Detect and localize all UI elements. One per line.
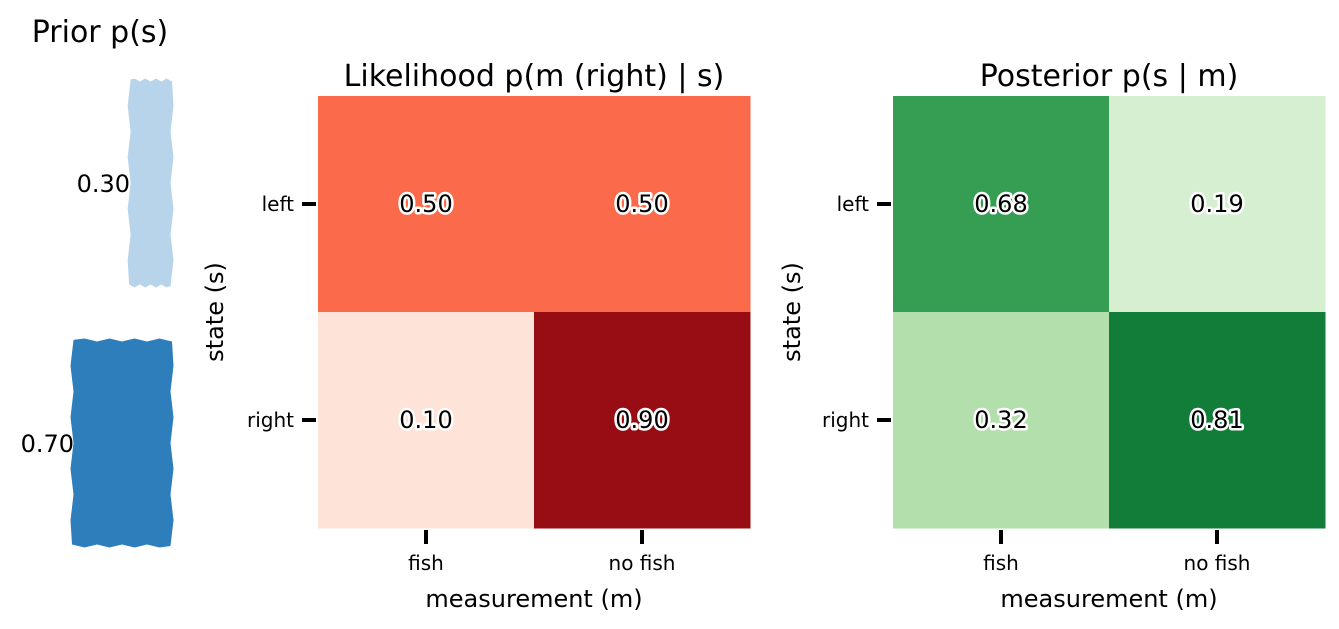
heatmap-cell bbox=[318, 312, 535, 529]
y-tick-label: right bbox=[247, 408, 294, 432]
prior-bars: 0.30 0.70 bbox=[21, 78, 174, 548]
prior-value-label: 0.70 bbox=[21, 430, 74, 458]
posterior-xlabel: measurement (m) bbox=[1000, 585, 1217, 613]
x-tick-label: fish bbox=[983, 551, 1019, 575]
posterior-title: Posterior p(s | m) bbox=[980, 59, 1239, 94]
likelihood-panel: Likelihood p(m (right) | s) 0.50 0.50 0.10… bbox=[201, 59, 751, 613]
cell-value-label: 0.10 bbox=[399, 406, 452, 434]
likelihood-ylabel: state (s) bbox=[201, 262, 229, 362]
cell-value-label: 0.81 bbox=[1190, 406, 1243, 434]
posterior-heatmap: 0.68 0.19 0.32 0.81 left right fish no fish bbox=[822, 96, 1326, 575]
prior-title: Prior p(s) bbox=[32, 15, 169, 50]
heatmap-cell bbox=[318, 96, 535, 313]
cell-value-label: 0.19 bbox=[1190, 190, 1243, 218]
x-tick-label: fish bbox=[408, 551, 444, 575]
cell-value-label: 0.90 bbox=[615, 406, 668, 434]
heatmap-cell bbox=[534, 312, 751, 529]
y-tick-label: left bbox=[837, 192, 870, 216]
posterior-panel: Posterior p(s | m) 0.68 0.19 0.32 0.81 left r… bbox=[778, 59, 1326, 613]
cell-value-label: 0.32 bbox=[974, 406, 1027, 434]
prior-bar-right bbox=[70, 338, 174, 548]
heatmap-cell bbox=[1109, 96, 1326, 313]
heatmap-cell bbox=[534, 96, 751, 313]
y-tick-label: right bbox=[822, 408, 869, 432]
likelihood-title: Likelihood p(m (right) | s) bbox=[344, 59, 725, 94]
cell-value-label: 0.50 bbox=[615, 190, 668, 218]
heatmap-cell bbox=[1109, 312, 1326, 529]
likelihood-xlabel: measurement (m) bbox=[425, 585, 642, 613]
heatmap-cell bbox=[893, 312, 1110, 529]
cell-value-label: 0.68 bbox=[974, 190, 1027, 218]
likelihood-heatmap: 0.50 0.50 0.10 0.90 left right fish no fish bbox=[247, 96, 751, 575]
posterior-ylabel: state (s) bbox=[778, 262, 806, 362]
prior-panel: Prior p(s) 0.30 0.70 bbox=[21, 15, 174, 548]
y-tick-label: left bbox=[262, 192, 295, 216]
x-tick-label: no fish bbox=[609, 551, 676, 575]
prior-bar-left bbox=[127, 78, 174, 288]
x-tick-label: no fish bbox=[1184, 551, 1251, 575]
prior-value-label: 0.30 bbox=[77, 170, 130, 198]
cell-value-label: 0.50 bbox=[399, 190, 452, 218]
heatmap-cell bbox=[893, 96, 1110, 313]
